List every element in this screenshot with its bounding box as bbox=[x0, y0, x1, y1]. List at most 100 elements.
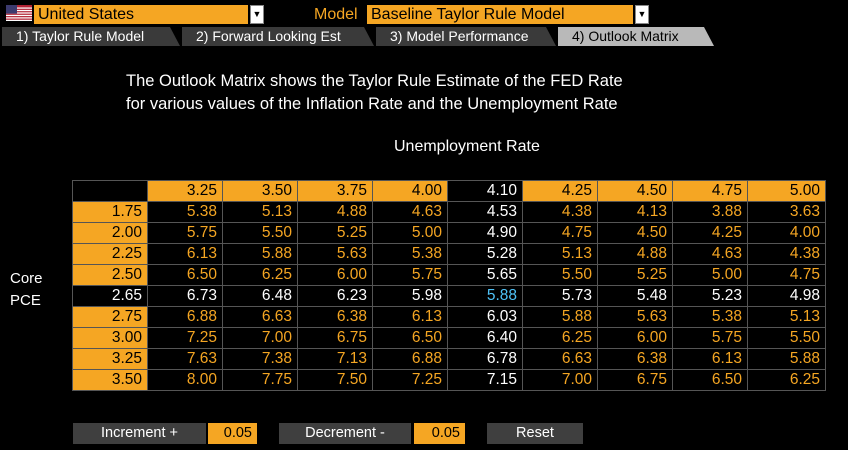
tab-taylor-rule-model[interactable]: 1) Taylor Rule Model bbox=[2, 27, 180, 46]
fed-rate-estimate-cell: 4.98 bbox=[747, 285, 826, 307]
fed-rate-estimate-cell: 7.25 bbox=[147, 327, 223, 349]
fed-rate-estimate-cell: 4.90 bbox=[447, 222, 523, 244]
unemployment-rate-header[interactable]: 5.00 bbox=[747, 180, 826, 202]
description-line-1: The Outlook Matrix shows the Taylor Rule… bbox=[126, 72, 623, 90]
fed-rate-estimate-cell: 6.00 bbox=[597, 327, 673, 349]
unemployment-rate-header[interactable]: 4.00 bbox=[372, 180, 448, 202]
fed-rate-estimate-cell: 5.48 bbox=[597, 285, 673, 307]
fed-rate-estimate-cell: 6.78 bbox=[447, 348, 523, 370]
core-label: Core bbox=[10, 270, 43, 287]
core-pce-row-header[interactable]: 1.75 bbox=[72, 201, 148, 223]
table-row: 2.50 6.50 6.25 6.00 5.75 5.65 5.50 5.25 5.00 4.75 bbox=[72, 264, 826, 286]
core-pce-row-header[interactable]: 3.25 bbox=[72, 348, 148, 370]
tab-model-performance[interactable]: 3) Model Performance bbox=[376, 27, 556, 46]
fed-rate-estimate-cell: 6.88 bbox=[147, 306, 223, 328]
fed-rate-estimate-cell: 6.48 bbox=[222, 285, 298, 307]
fed-rate-estimate-cell: 7.00 bbox=[522, 369, 598, 391]
fed-rate-estimate-cell: 6.73 bbox=[147, 285, 223, 307]
fed-rate-estimate-cell: 4.63 bbox=[672, 243, 748, 265]
fed-rate-estimate-cell: 5.25 bbox=[297, 222, 373, 244]
unemployment-rate-header[interactable]: 4.10 bbox=[447, 180, 523, 202]
fed-rate-estimate-cell: 6.13 bbox=[147, 243, 223, 265]
fed-rate-estimate-cell: 6.63 bbox=[222, 306, 298, 328]
fed-rate-estimate-cell: 6.23 bbox=[297, 285, 373, 307]
fed-rate-estimate-cell: 6.75 bbox=[597, 369, 673, 391]
table-row: 3.50 8.00 7.75 7.50 7.25 7.15 7.00 6.75 6.50 6.25 bbox=[72, 369, 826, 391]
fed-rate-estimate-cell: 7.15 bbox=[447, 369, 523, 391]
decrement-button[interactable]: Decrement - bbox=[279, 423, 411, 444]
core-pce-row-header[interactable]: 2.75 bbox=[72, 306, 148, 328]
core-pce-row-header[interactable]: 2.00 bbox=[72, 222, 148, 244]
table-row: 2.25 6.13 5.88 5.63 5.38 5.28 5.13 4.88 4.63 4.38 bbox=[72, 243, 826, 265]
description: The Outlook Matrix shows the Taylor Rule… bbox=[126, 70, 623, 116]
fed-rate-estimate-cell: 5.13 bbox=[522, 243, 598, 265]
table-row: 1.75 5.38 5.13 4.88 4.63 4.53 4.38 4.13 3.88 3.63 bbox=[72, 201, 826, 223]
core-pce-row-header[interactable]: 3.50 bbox=[72, 369, 148, 391]
fed-rate-estimate-cell: 7.13 bbox=[297, 348, 373, 370]
core-pce-row-header[interactable]: 2.50 bbox=[72, 264, 148, 286]
fed-rate-estimate-cell: 4.50 bbox=[597, 222, 673, 244]
fed-rate-estimate-cell: 4.75 bbox=[747, 264, 826, 286]
chevron-down-icon[interactable]: ▼ bbox=[250, 5, 264, 24]
fed-rate-estimate-cell: 5.23 bbox=[672, 285, 748, 307]
outlook-matrix-table: 3.25 3.50 3.75 4.00 4.10 4.25 4.50 4.75 5.00 1.75… bbox=[72, 180, 826, 391]
fed-rate-estimate-cell: 4.00 bbox=[747, 222, 826, 244]
unemployment-rate-header[interactable]: 4.50 bbox=[597, 180, 673, 202]
unemployment-rate-header[interactable]: 3.25 bbox=[147, 180, 223, 202]
tab-outlook-matrix[interactable]: 4) Outlook Matrix bbox=[558, 27, 714, 46]
fed-rate-estimate-cell: 7.38 bbox=[222, 348, 298, 370]
fed-rate-estimate-cell: 3.88 bbox=[672, 201, 748, 223]
fed-rate-estimate-cell: 5.00 bbox=[372, 222, 448, 244]
fed-rate-estimate-cell: 5.98 bbox=[372, 285, 448, 307]
fed-rate-estimate-cell: 4.75 bbox=[522, 222, 598, 244]
core-pce-row-header[interactable]: 2.25 bbox=[72, 243, 148, 265]
core-pce-row-header[interactable]: 3.00 bbox=[72, 327, 148, 349]
model-label: Model bbox=[314, 6, 358, 23]
fed-rate-estimate-cell: 6.75 bbox=[297, 327, 373, 349]
model-select[interactable]: Baseline Taylor Rule Model bbox=[367, 5, 633, 24]
fed-rate-estimate-cell: 4.53 bbox=[447, 201, 523, 223]
fed-rate-estimate-cell: 4.25 bbox=[672, 222, 748, 244]
unemployment-rate-header[interactable]: 3.50 bbox=[222, 180, 298, 202]
fed-rate-estimate-cell: 5.13 bbox=[747, 306, 826, 328]
tab-forward-looking-est[interactable]: 2) Forward Looking Est bbox=[182, 27, 374, 46]
unemployment-rate-header[interactable]: 4.75 bbox=[672, 180, 748, 202]
fed-rate-estimate-cell: 5.13 bbox=[222, 201, 298, 223]
fed-rate-estimate-cell: 5.75 bbox=[672, 327, 748, 349]
fed-rate-estimate-cell: 6.25 bbox=[747, 369, 826, 391]
fed-rate-estimate-cell: 7.00 bbox=[222, 327, 298, 349]
chevron-down-icon[interactable]: ▼ bbox=[635, 5, 649, 24]
fed-rate-estimate-cell: 6.50 bbox=[372, 327, 448, 349]
table-row: 2.65 6.73 6.48 6.23 5.98 5.88 5.73 5.48 5.23 4.98 bbox=[72, 285, 826, 307]
fed-rate-estimate-cell: 3.63 bbox=[747, 201, 826, 223]
fed-rate-estimate-cell: 6.03 bbox=[447, 306, 523, 328]
fed-rate-estimate-cell: 7.50 bbox=[297, 369, 373, 391]
fed-rate-estimate-cell: 7.75 bbox=[222, 369, 298, 391]
table-row: 3.00 7.25 7.00 6.75 6.50 6.40 6.25 6.00 5.75 5.50 bbox=[72, 327, 826, 349]
increment-value-field[interactable]: 0.05 bbox=[208, 423, 257, 444]
fed-rate-estimate-cell: 6.25 bbox=[522, 327, 598, 349]
fed-rate-estimate-cell: 5.88 bbox=[747, 348, 826, 370]
fed-rate-estimate-cell: 6.13 bbox=[672, 348, 748, 370]
fed-rate-estimate-cell: 5.38 bbox=[372, 243, 448, 265]
fed-rate-estimate-cell: 4.38 bbox=[747, 243, 826, 265]
fed-rate-estimate-cell: 6.88 bbox=[372, 348, 448, 370]
decrement-value-field[interactable]: 0.05 bbox=[414, 423, 465, 444]
fed-rate-estimate-cell: 8.00 bbox=[147, 369, 223, 391]
core-pce-row-header[interactable]: 2.65 bbox=[72, 285, 148, 307]
fed-rate-estimate-cell: 6.40 bbox=[447, 327, 523, 349]
fed-rate-estimate-cell: 7.25 bbox=[372, 369, 448, 391]
fed-rate-estimate-cell: 5.38 bbox=[147, 201, 223, 223]
reset-button[interactable]: Reset bbox=[487, 423, 583, 444]
increment-button[interactable]: Increment + bbox=[73, 423, 206, 444]
top-bar: United States ▼ Model Baseline Taylor Ru… bbox=[0, 0, 848, 26]
unemployment-rate-header[interactable]: 3.75 bbox=[297, 180, 373, 202]
matrix-corner bbox=[72, 180, 148, 202]
fed-rate-estimate-cell: 5.88 bbox=[447, 285, 523, 307]
us-flag-icon bbox=[6, 5, 32, 21]
unemployment-rate-header[interactable]: 4.25 bbox=[522, 180, 598, 202]
country-select[interactable]: United States bbox=[34, 5, 248, 24]
fed-rate-estimate-cell: 5.88 bbox=[522, 306, 598, 328]
fed-rate-estimate-cell: 4.88 bbox=[597, 243, 673, 265]
fed-rate-estimate-cell: 5.50 bbox=[747, 327, 826, 349]
